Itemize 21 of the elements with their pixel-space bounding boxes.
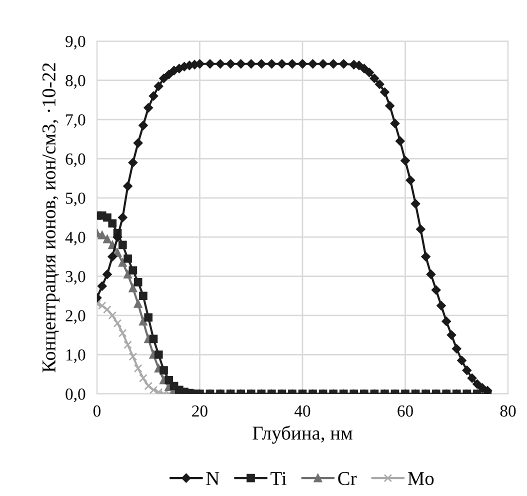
y-tick-label: 4,0	[65, 232, 86, 246]
legend-label: N	[206, 472, 220, 485]
y-tick-label: 3,0	[66, 270, 86, 285]
legend-label: Ti	[270, 472, 286, 485]
y-tick-label: 2,0	[66, 310, 86, 324]
y-tick-label: 5,0	[66, 192, 86, 206]
y-tick-label: 8,0	[66, 75, 86, 89]
x-tick-label: 60	[398, 405, 413, 417]
legend-label: Cr	[338, 472, 357, 486]
y-tick-label: 0,0	[66, 388, 86, 402]
legend-label: Mo	[408, 472, 434, 486]
x-tick-label: 20	[192, 405, 208, 417]
y-tick-label: 7,0	[66, 114, 86, 128]
y-tick-label: 1,0	[66, 349, 86, 363]
x-tick-label: 0	[93, 405, 100, 417]
y-tick-label: 6,0	[66, 153, 86, 168]
x-tick-label: 40	[294, 405, 310, 417]
x-axis-title: Глубина, нм	[252, 426, 352, 444]
y-tick-label: 9,0	[66, 36, 86, 50]
x-tick-label: 80	[500, 405, 516, 417]
y-axis-title: Концентрация ионов, ион/см3, ·10-22	[42, 63, 60, 372]
